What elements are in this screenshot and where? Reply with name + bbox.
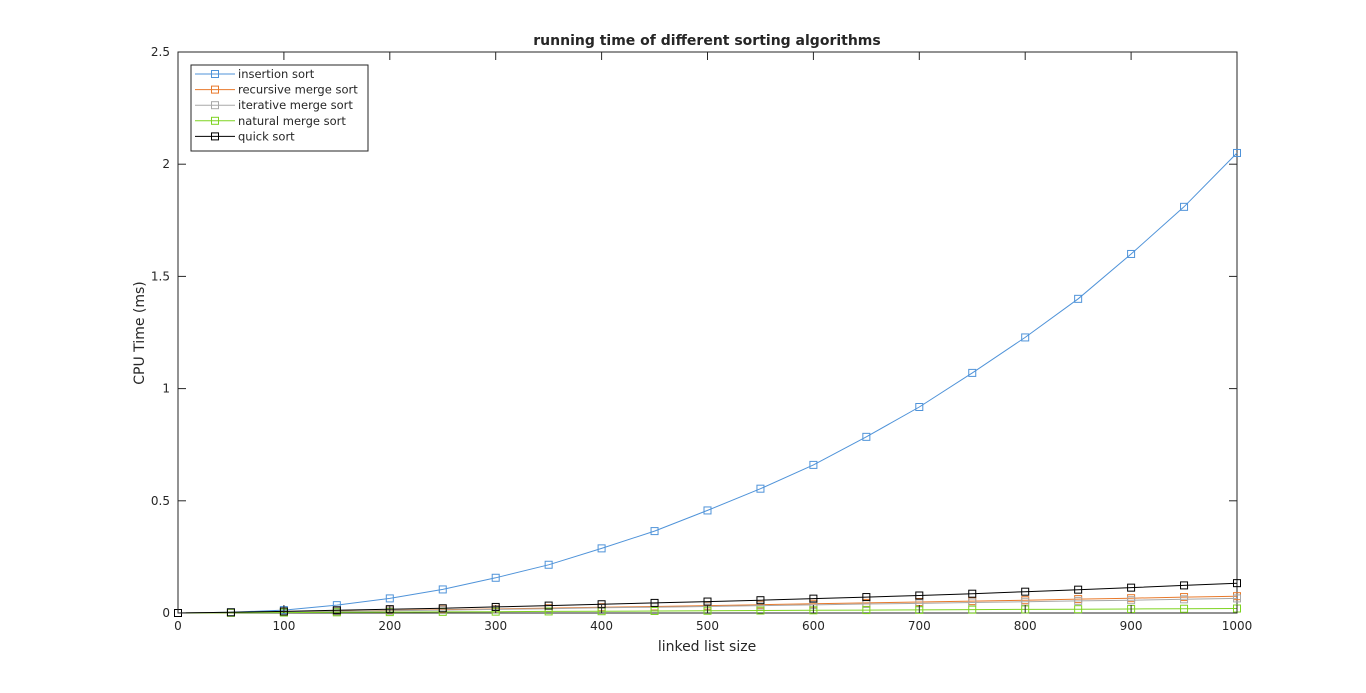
data-point [1180,581,1189,590]
series-line [177,582,1238,614]
y-axis-label: CPU Time (ms) [132,281,148,384]
data-point [438,604,447,613]
data-point [1233,594,1241,603]
data-point [862,606,871,615]
data-point [438,585,447,594]
data-point [968,368,977,377]
data-point [650,527,659,536]
x-axis-label: linked list size [658,639,756,655]
x-tick-label: 200 [378,619,401,633]
data-point [1233,579,1241,588]
x-tick-label: 100 [272,619,295,633]
legend-label: recursive merge sort [238,83,358,97]
data-point [544,601,553,610]
legend-item: quick sort [195,129,295,143]
data-point [544,607,553,616]
data-point [1180,202,1189,211]
legend-marker [211,70,219,78]
data-point [491,573,500,582]
data-point [544,560,553,569]
legend: insertion sort recursive merge sortiterat… [190,64,369,152]
x-tick-label: 1000 [1222,619,1253,633]
legend-label: insertion sort [238,67,315,81]
data-point [915,403,924,412]
legend-marker [211,132,219,141]
data-point [1127,596,1136,605]
data-point [1074,605,1083,614]
x-tick-label: 600 [802,619,825,633]
data-point [1233,148,1241,157]
data-point [862,593,871,602]
y-tick-label: 1.5 [151,269,170,283]
y-tick-label: 1 [162,382,170,396]
data-point [1127,249,1136,258]
data-point [968,605,977,614]
data-point [756,606,765,615]
data-point [1021,587,1030,596]
x-tick-label: 700 [908,619,931,633]
legend-marker [211,101,219,110]
x-tick-label: 900 [1120,619,1143,633]
data-point [703,506,712,515]
legend-label: quick sort [238,129,295,143]
data-point [385,594,394,603]
data-point [1180,604,1189,613]
data-point [1074,294,1083,303]
data-point [332,606,341,615]
y-tick-label: 2 [162,157,170,171]
legend-item: insertion sort [195,67,315,81]
data-point [1180,595,1189,604]
x-tick-label: 800 [1014,619,1037,633]
data-point [915,591,924,600]
data-point [650,606,659,615]
axes: 0 100 200 300 400 500 600 700 800 900 1000 0 0.5 1 1.5… [151,45,1252,633]
data-point [968,589,977,598]
data-point [756,484,765,493]
data-point [862,432,871,441]
x-tick-label: 300 [484,619,507,633]
series-4 [174,579,1241,617]
legend-item: recursive merge sort [195,83,358,97]
data-point [1021,333,1030,342]
y-tick-label: 0 [162,606,170,620]
data-point [809,460,818,469]
legend-marker [211,85,219,94]
legend-item: iterative merge sort [195,98,353,112]
legend-label: iterative merge sort [238,98,353,112]
data-point [226,608,235,617]
data-point [597,544,606,553]
x-tick-label: 0 [174,619,182,633]
x-tick-label: 400 [590,619,613,633]
x-tick-label: 500 [696,619,719,633]
y-tick-label: 2.5 [151,45,170,59]
data-point [809,594,818,603]
legend-marker [211,116,219,125]
legend-item: natural merge sort [195,114,346,128]
data-point [756,596,765,605]
data-point [650,598,659,607]
legend-label: natural merge sort [238,114,346,128]
series-line [177,152,1238,614]
y-tick-label: 0.5 [151,494,170,508]
data-point [1127,583,1136,592]
chart-title: running time of different sorting algori… [533,33,880,49]
data-point [1074,585,1083,594]
data-point [756,601,765,610]
data-point [1074,596,1083,605]
